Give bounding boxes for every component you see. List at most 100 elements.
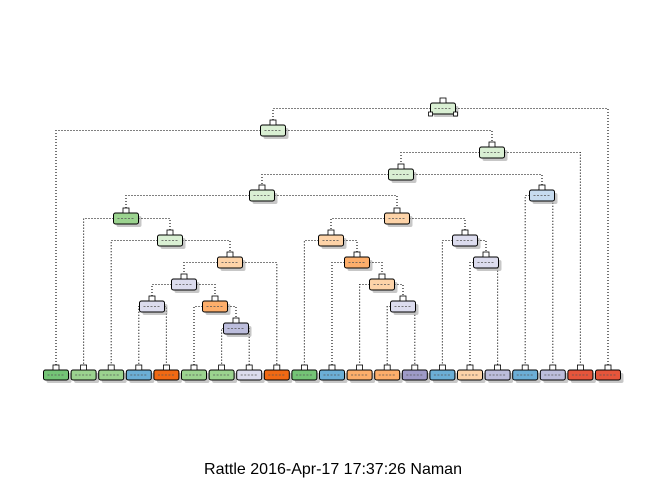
- tree-edge: [193, 305, 203, 370]
- node-number-tab: [439, 97, 447, 104]
- node-number-tab: [135, 364, 143, 371]
- tree-node: [428, 97, 459, 117]
- tree-node: [171, 273, 200, 293]
- node-number-tab: [328, 364, 336, 371]
- tree-edge: [151, 283, 172, 301]
- node-number-tab: [411, 364, 419, 371]
- tree-edge: [441, 239, 453, 370]
- node-number-tab: [466, 364, 474, 371]
- node-number-tab: [166, 229, 174, 236]
- root-marker: [453, 111, 458, 117]
- decision-tree: [43, 97, 624, 383]
- tree-edge: [303, 239, 319, 370]
- tree-node: [249, 184, 278, 204]
- node-number-tab: [148, 295, 156, 302]
- tree-edge: [285, 129, 493, 147]
- node-number-tab: [180, 273, 188, 280]
- node-number-tab: [399, 295, 407, 302]
- tree-node: [217, 251, 246, 271]
- tree-node: [223, 317, 252, 337]
- tree-edge: [164, 305, 167, 370]
- tree-node: [390, 295, 419, 315]
- node-number-tab: [538, 184, 546, 191]
- tree-edge: [331, 261, 345, 370]
- tree-edge: [274, 194, 398, 213]
- node-number-tab: [162, 364, 170, 371]
- node-number-tab: [461, 229, 469, 236]
- tree-edge: [83, 217, 114, 370]
- tree-node: [369, 273, 398, 293]
- node-number-tab: [438, 364, 446, 371]
- tree-edge: [138, 217, 171, 235]
- node-number-tab: [353, 251, 361, 258]
- tree-leaf: [208, 364, 238, 383]
- plot-caption: Rattle 2016-Apr-17 17:37:26 Naman: [204, 461, 462, 478]
- tree-leaf: [43, 364, 72, 383]
- node-number-tab: [211, 295, 219, 302]
- node-number-tab: [494, 364, 502, 371]
- node-number-tab: [604, 364, 612, 371]
- tree-leaf: [401, 364, 431, 383]
- tree-leaf: [429, 364, 458, 383]
- tree-node: [529, 184, 558, 204]
- node-number-tab: [190, 364, 198, 371]
- tree-edge: [400, 151, 480, 169]
- node-number-tab: [378, 273, 386, 280]
- tree-leaf: [374, 364, 403, 383]
- tree-node: [318, 229, 347, 249]
- node-number-tab: [245, 364, 253, 371]
- tree-leaf: [319, 364, 348, 383]
- tree-edge: [196, 283, 216, 301]
- tree-nodes: [43, 97, 624, 383]
- tree-edge: [221, 327, 224, 370]
- node-number-tab: [52, 364, 60, 371]
- tree-leaf: [512, 364, 541, 383]
- node-number-tab: [488, 141, 496, 148]
- tree-edge: [369, 261, 383, 279]
- tree-leaf: [153, 364, 182, 383]
- tree-edge: [552, 194, 555, 370]
- node-number-tab: [122, 207, 130, 214]
- tree-leaf: [595, 364, 624, 383]
- tree-leaf: [236, 364, 265, 383]
- tree-edge: [55, 129, 261, 370]
- node-number-tab: [521, 364, 529, 371]
- node-number-tab: [218, 364, 226, 371]
- tree-edge: [330, 217, 385, 235]
- tree-node: [202, 295, 231, 315]
- tree-leaf: [125, 364, 155, 383]
- node-number-tab: [577, 364, 584, 371]
- tree-leaf: [457, 364, 486, 383]
- tree-node: [113, 207, 142, 227]
- node-number-tab: [273, 364, 281, 371]
- tree-edge: [524, 194, 530, 370]
- tree-edge: [182, 239, 231, 257]
- node-number-tab: [393, 207, 401, 214]
- tree-edge: [125, 194, 250, 213]
- tree-leaf: [98, 364, 127, 383]
- tree-edge: [413, 173, 543, 190]
- tree-node: [344, 251, 373, 271]
- tree-leaf: [539, 364, 569, 383]
- tree-node: [139, 295, 168, 315]
- tree-edge: [183, 261, 218, 279]
- tree-leaf: [567, 364, 596, 383]
- tree-edge: [386, 305, 391, 370]
- tree-node: [260, 119, 289, 139]
- node-number-tab: [300, 364, 308, 371]
- node-number-tab: [107, 364, 115, 371]
- tree-node: [473, 251, 502, 271]
- node-number-tab: [232, 317, 240, 324]
- tree-node: [157, 229, 186, 249]
- tree-edge: [242, 261, 278, 370]
- node-number-tab: [226, 251, 234, 258]
- tree-leaf: [484, 364, 514, 383]
- tree-leaf: [291, 364, 320, 383]
- tree-node: [384, 207, 413, 227]
- tree-edge: [504, 151, 581, 370]
- node-number-tab: [356, 364, 364, 371]
- tree-edge: [497, 261, 499, 370]
- node-number-tab: [549, 364, 557, 371]
- tree-leaf: [263, 364, 293, 383]
- tree-edge: [414, 305, 416, 370]
